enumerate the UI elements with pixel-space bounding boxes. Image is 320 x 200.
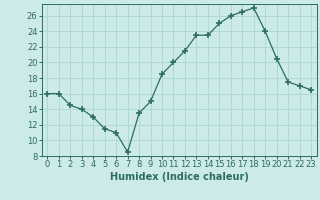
X-axis label: Humidex (Indice chaleur): Humidex (Indice chaleur) [110,172,249,182]
